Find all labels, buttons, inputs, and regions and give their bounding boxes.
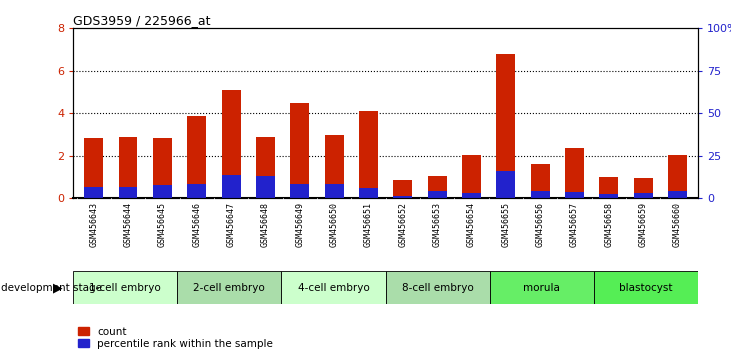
Bar: [490, 271, 594, 304]
Text: blastocyst: blastocyst: [619, 282, 673, 293]
Text: GSM456649: GSM456649: [295, 202, 304, 247]
Bar: [325, 135, 344, 198]
Text: GSM456655: GSM456655: [501, 202, 510, 247]
Bar: [594, 271, 698, 304]
Bar: [325, 184, 344, 198]
Text: ▶: ▶: [53, 281, 62, 294]
Bar: [565, 148, 584, 198]
Text: GSM456656: GSM456656: [536, 202, 545, 247]
Bar: [153, 138, 172, 198]
Bar: [177, 271, 281, 304]
Text: GSM456646: GSM456646: [192, 202, 201, 247]
Bar: [531, 191, 550, 198]
Bar: [73, 271, 177, 304]
Bar: [118, 187, 137, 198]
Bar: [256, 176, 275, 198]
Bar: [359, 111, 378, 198]
Text: GSM456648: GSM456648: [261, 202, 270, 247]
Bar: [634, 193, 653, 198]
Text: 4-cell embryo: 4-cell embryo: [298, 282, 369, 293]
Text: GSM456658: GSM456658: [605, 202, 613, 247]
Bar: [393, 180, 412, 198]
Bar: [599, 177, 618, 198]
Bar: [462, 193, 481, 198]
Bar: [462, 155, 481, 198]
Bar: [84, 138, 103, 198]
Text: GDS3959 / 225966_at: GDS3959 / 225966_at: [73, 14, 211, 27]
Bar: [496, 54, 515, 198]
Bar: [84, 187, 103, 198]
Text: development stage: development stage: [1, 282, 102, 293]
Bar: [221, 175, 240, 198]
Bar: [496, 171, 515, 198]
Bar: [565, 192, 584, 198]
Text: GSM456647: GSM456647: [227, 202, 235, 247]
Bar: [281, 271, 386, 304]
Text: GSM456660: GSM456660: [673, 202, 682, 247]
Legend: count, percentile rank within the sample: count, percentile rank within the sample: [78, 327, 273, 349]
Text: GSM456653: GSM456653: [433, 202, 442, 247]
Bar: [393, 196, 412, 198]
Bar: [386, 271, 490, 304]
Text: 1-cell embryo: 1-cell embryo: [89, 282, 161, 293]
Bar: [221, 90, 240, 198]
Bar: [256, 137, 275, 198]
Bar: [634, 178, 653, 198]
Bar: [599, 194, 618, 198]
Text: GSM456643: GSM456643: [89, 202, 98, 247]
Bar: [428, 176, 447, 198]
Bar: [359, 188, 378, 198]
Text: GSM456652: GSM456652: [398, 202, 407, 247]
Bar: [668, 155, 687, 198]
Text: 8-cell embryo: 8-cell embryo: [402, 282, 474, 293]
Text: GSM456650: GSM456650: [330, 202, 338, 247]
Bar: [153, 185, 172, 198]
Text: GSM456644: GSM456644: [124, 202, 132, 247]
Bar: [187, 184, 206, 198]
Text: GSM456645: GSM456645: [158, 202, 167, 247]
Bar: [187, 116, 206, 198]
Bar: [668, 191, 687, 198]
Text: 2-cell embryo: 2-cell embryo: [194, 282, 265, 293]
Bar: [118, 137, 137, 198]
Bar: [428, 191, 447, 198]
Bar: [531, 164, 550, 198]
Bar: [290, 184, 309, 198]
Text: GSM456654: GSM456654: [467, 202, 476, 247]
Text: morula: morula: [523, 282, 560, 293]
Text: GSM456651: GSM456651: [364, 202, 373, 247]
Bar: [290, 103, 309, 198]
Text: GSM456657: GSM456657: [570, 202, 579, 247]
Text: GSM456659: GSM456659: [639, 202, 648, 247]
